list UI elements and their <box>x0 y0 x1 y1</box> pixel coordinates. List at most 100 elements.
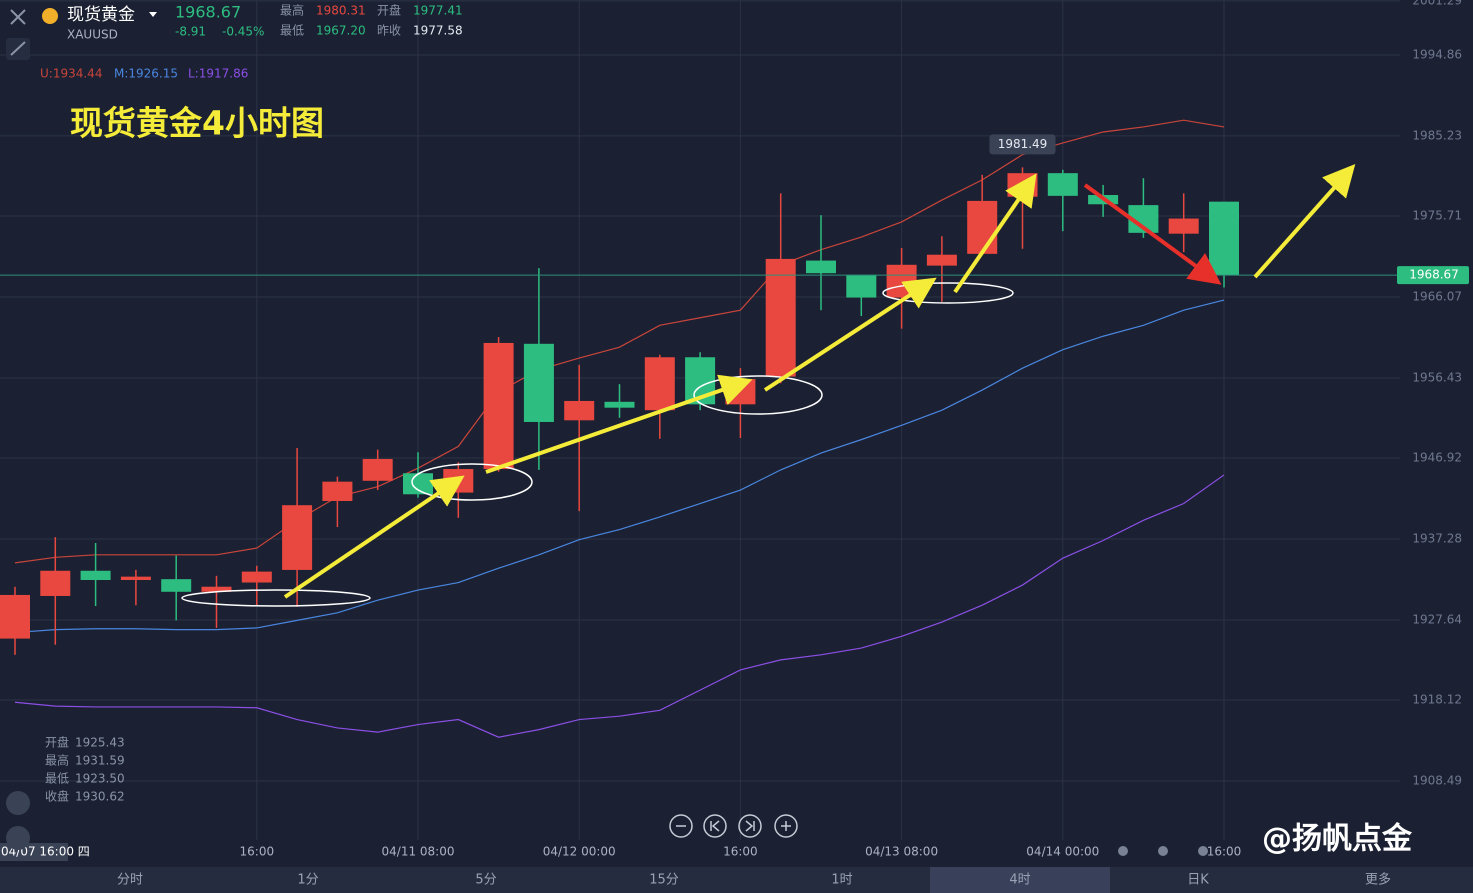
stat-value: 1977.58 <box>413 24 463 38</box>
candle-body <box>0 594 30 639</box>
candle-body <box>362 458 393 481</box>
dropdown-icon[interactable] <box>149 12 157 17</box>
tab[interactable]: 5分 <box>475 873 496 888</box>
stat-value: 1980.31 <box>316 4 366 18</box>
expand-icon[interactable] <box>6 38 30 60</box>
annotation-title: 现货黄金4小时图 <box>70 104 324 143</box>
info-value: 1930.62 <box>75 790 125 804</box>
high-marker-label: 1981.49 <box>998 137 1048 151</box>
price-tag-label: 1968.67 <box>1409 268 1459 282</box>
tab-active <box>930 867 1110 893</box>
side-tools[interactable] <box>6 791 30 850</box>
x-tick-label: 04/11 08:00 <box>382 845 455 859</box>
candle-body <box>483 342 514 470</box>
tab-bar <box>0 867 1473 893</box>
candle-body <box>241 571 272 583</box>
change: -8.91 <box>175 25 206 39</box>
stat-label: 昨收 <box>377 24 401 38</box>
candle-body <box>644 357 675 411</box>
info-value: 1923.50 <box>75 772 125 786</box>
tool-dots[interactable] <box>1118 846 1208 856</box>
candle-body <box>765 258 796 377</box>
candle-body <box>523 343 554 422</box>
info-value: 1925.43 <box>75 736 125 750</box>
price: 1968.67 <box>175 3 241 22</box>
tab[interactable]: 1分 <box>297 873 318 888</box>
close-button[interactable] <box>10 9 26 25</box>
symbol: XAUUSD <box>67 28 118 42</box>
tab[interactable]: 4时 <box>1009 873 1030 888</box>
stat-value: 1967.20 <box>316 24 366 38</box>
y-tick-label: 1918.12 <box>1412 693 1462 707</box>
high-marker-bg <box>989 134 1056 155</box>
y-tick-label: 1937.28 <box>1412 531 1462 545</box>
axis-panel <box>1400 0 1473 867</box>
candle-body <box>80 570 111 581</box>
nav-buttons[interactable] <box>669 814 798 838</box>
candle-body <box>1047 173 1078 196</box>
watermark: @扬帆点金 <box>1262 822 1413 857</box>
stat-label: 开盘 <box>377 3 401 18</box>
gold-icon <box>42 8 58 24</box>
candle-body <box>926 254 957 266</box>
y-tick-label: 1908.49 <box>1412 773 1462 787</box>
x-tick-label: 16:00 <box>1207 845 1242 859</box>
change-pct: -0.45% <box>222 25 264 39</box>
legend-entry: L:1917.86 <box>188 67 248 81</box>
candle-body <box>806 260 836 274</box>
band-line <box>14 119 1225 564</box>
y-tick-label: 1946.92 <box>1412 450 1462 464</box>
y-tick-label: 1985.23 <box>1412 128 1462 142</box>
candle-body <box>403 473 433 495</box>
legend-entry: M:1926.15 <box>114 67 178 81</box>
candle-body <box>201 586 232 592</box>
info-label: 开盘 <box>45 735 69 750</box>
x-tick-label: 04/12 00:00 <box>543 845 616 859</box>
tab[interactable]: 1时 <box>831 873 852 888</box>
candle-body <box>564 400 595 421</box>
candle-body <box>1168 218 1199 234</box>
plot: 2001.29 1994.86 1985.23 1975.71 1966.07 1956.… <box>0 0 1473 867</box>
band-line <box>14 474 1225 738</box>
info-label: 最低 <box>45 772 69 786</box>
annotation-ellipses <box>181 282 1014 607</box>
candle-body <box>322 481 353 501</box>
tab[interactable]: 更多 <box>1365 872 1391 888</box>
stat-label: 最高 <box>280 3 304 18</box>
candle-body <box>120 576 151 581</box>
price-tag <box>1397 266 1469 285</box>
y-tick-label: 1956.43 <box>1412 371 1462 385</box>
annotation-arrows <box>283 164 1356 599</box>
candle-body <box>1209 201 1239 276</box>
candle-body <box>161 579 192 592</box>
candle-body <box>967 200 998 254</box>
tab[interactable]: 15分 <box>649 873 679 888</box>
band-line <box>14 299 1225 634</box>
x-tick-label: 04/14 00:00 <box>1026 845 1099 859</box>
x-tick-label: 16:00 <box>240 845 275 859</box>
info-label: 收盘 <box>45 789 69 804</box>
x-tick-label: 04/13 08:00 <box>865 845 938 859</box>
y-tick-label: 2001.29 <box>1412 0 1462 7</box>
tab[interactable]: 分时 <box>117 873 143 888</box>
stat-value: 1977.41 <box>413 4 463 18</box>
y-tick-label: 1994.86 <box>1412 47 1462 61</box>
stat-label: 最低 <box>280 24 304 38</box>
tab[interactable]: 日K <box>1187 873 1209 888</box>
y-tick-label: 1966.07 <box>1412 289 1462 303</box>
instrument-name: 现货黄金 <box>67 5 135 25</box>
info-label: 最高 <box>45 753 69 768</box>
legend-entry: U:1934.44 <box>40 67 102 81</box>
x-tick-label: 16:00 <box>723 845 758 859</box>
candle-body <box>846 274 877 298</box>
info-box: 开盘 1925.43 最高 1931.59 最低 1923.50 收盘 1930.62 <box>45 735 125 804</box>
y-tick-label: 1927.64 <box>1412 613 1462 627</box>
y-tick-label: 1975.71 <box>1412 208 1462 222</box>
info-value: 1931.59 <box>75 754 125 768</box>
candle-body <box>40 570 71 596</box>
candle-body <box>604 401 635 408</box>
candle-body <box>282 505 313 570</box>
